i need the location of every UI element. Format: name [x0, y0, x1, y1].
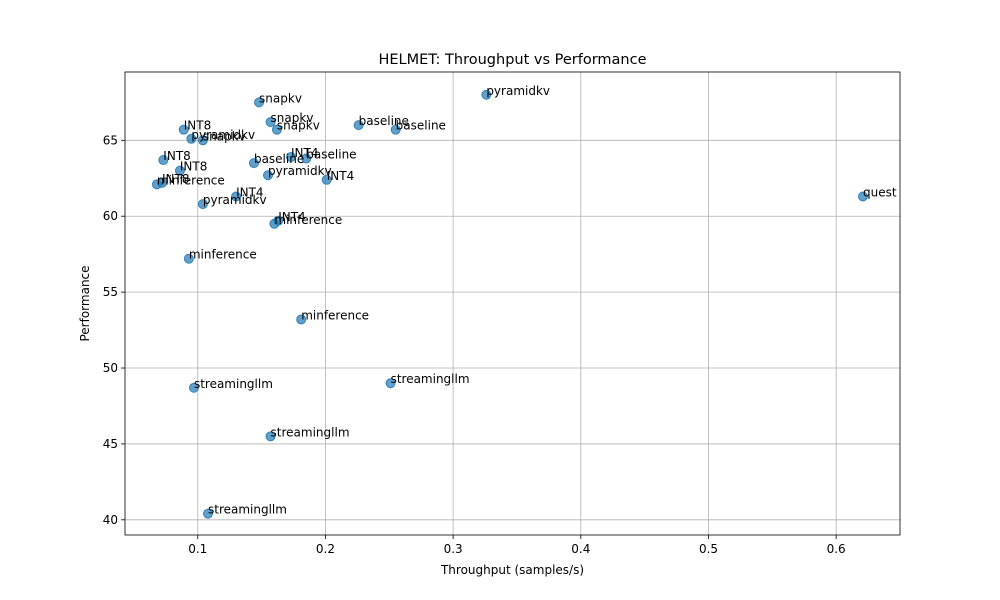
data-point: [248, 158, 259, 169]
data-point-label: streamingllm: [391, 372, 470, 386]
x-axis-title: Throughput (samples/s): [440, 563, 584, 577]
data-point: [265, 117, 276, 128]
data-point: [186, 133, 197, 144]
y-tick-label: 40: [103, 513, 118, 527]
y-tick-label: 65: [103, 133, 118, 147]
x-tick-label: 0.2: [316, 542, 335, 556]
data-point: [188, 382, 199, 393]
data-point-label: pyramidkv: [203, 193, 267, 207]
data-point-label: minference: [274, 213, 342, 227]
y-tick-label: 50: [103, 361, 118, 375]
y-tick-label: 45: [103, 437, 118, 451]
data-point-label: minference: [157, 173, 225, 187]
grid: [125, 72, 900, 535]
data-point: [178, 124, 189, 135]
data-point-label: snapkv: [259, 91, 302, 105]
data-point-label: INT8: [162, 172, 189, 186]
x-tick-label: 0.4: [571, 542, 590, 556]
data-point-label: quest: [863, 185, 897, 199]
y-axis-title: Performance: [78, 265, 92, 341]
data-point: [390, 124, 401, 135]
data-point-label: streamingllm: [194, 377, 273, 391]
data-point-label: INT8: [180, 160, 207, 174]
data-point: [385, 378, 396, 389]
axis-ticks: 0.1 0.2 0.3 0.4 0.5 0.6 40 45 50 55 60 65: [103, 133, 846, 556]
data-point-label: INT8: [184, 119, 211, 133]
data-point: [254, 97, 265, 108]
data-point-label: pyramidkv: [268, 164, 332, 178]
x-tick-label: 0.1: [188, 542, 207, 556]
data-point: [158, 155, 169, 166]
data-point: [197, 135, 208, 146]
data-point-label: minference: [189, 248, 257, 262]
data-point-label: pyramidkv: [191, 128, 255, 142]
data-point-label: streamingllm: [208, 503, 287, 517]
data-point: [481, 89, 492, 100]
x-tick-label: 0.6: [827, 542, 846, 556]
data-point-label: INT4: [236, 185, 263, 199]
x-tick-label: 0.3: [444, 542, 463, 556]
data-point-label: INT4: [327, 169, 354, 183]
data-point: [262, 170, 273, 181]
data-point: [174, 165, 185, 176]
chart-title: HELMET: Throughput vs Performance: [378, 52, 646, 68]
data-point-label: baseline: [306, 148, 356, 162]
data-point-label: snapkv: [203, 129, 246, 143]
data-point: [271, 124, 282, 135]
data-point-label: baseline: [359, 114, 409, 128]
data-point: [353, 120, 364, 131]
data-point-label: streamingllm: [271, 425, 350, 439]
data-point-label: snapkv: [277, 119, 320, 133]
data-point-label: snapkv: [271, 111, 314, 125]
data-point: [285, 152, 296, 163]
data-point: [202, 508, 213, 519]
data-point: [197, 199, 208, 210]
data-point-label: INT4: [278, 210, 305, 224]
data-point-label: baseline: [254, 152, 304, 166]
data-point-label: INT4: [291, 146, 318, 160]
x-tick-label: 0.5: [699, 542, 718, 556]
data-point: [231, 191, 242, 202]
data-point: [157, 177, 168, 188]
data-point: [296, 314, 307, 325]
data-point: [301, 153, 312, 164]
data-point: [269, 218, 280, 229]
data-point-label: baseline: [396, 119, 446, 133]
plot-area-frame: [124, 71, 901, 536]
data-point: [183, 253, 194, 264]
data-point: [857, 191, 868, 202]
y-tick-label: 55: [103, 285, 118, 299]
data-point-label: pyramidkv: [486, 84, 550, 98]
data-point-label: minference: [301, 308, 369, 322]
data-point: [265, 431, 276, 442]
data-point: [321, 174, 332, 185]
data-points: [151, 89, 868, 519]
y-tick-label: 60: [103, 209, 118, 223]
data-point-label: INT8: [163, 149, 190, 163]
